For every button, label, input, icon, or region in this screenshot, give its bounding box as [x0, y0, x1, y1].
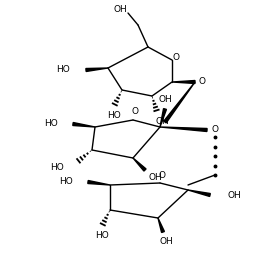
- Text: O: O: [173, 53, 179, 63]
- Text: OH: OH: [113, 5, 127, 15]
- Text: HO: HO: [44, 120, 58, 128]
- Text: HO: HO: [56, 66, 70, 75]
- Text: HO: HO: [95, 231, 109, 240]
- Polygon shape: [172, 80, 195, 83]
- Text: O: O: [158, 170, 165, 179]
- Text: OH: OH: [155, 118, 169, 127]
- Polygon shape: [188, 190, 210, 196]
- Polygon shape: [73, 122, 95, 127]
- Text: HO: HO: [107, 111, 121, 121]
- Polygon shape: [160, 109, 166, 127]
- Polygon shape: [88, 180, 110, 185]
- Polygon shape: [160, 127, 207, 131]
- Polygon shape: [164, 82, 195, 123]
- Text: HO: HO: [59, 178, 73, 186]
- Polygon shape: [133, 158, 146, 171]
- Polygon shape: [86, 68, 108, 72]
- Text: OH: OH: [158, 95, 172, 105]
- Text: OH: OH: [228, 191, 242, 199]
- Text: HO: HO: [50, 163, 64, 173]
- Text: OH: OH: [159, 237, 173, 247]
- Text: O: O: [198, 78, 206, 86]
- Text: O: O: [132, 108, 138, 117]
- Text: O: O: [211, 125, 219, 134]
- Polygon shape: [158, 218, 164, 233]
- Text: OH: OH: [148, 173, 162, 182]
